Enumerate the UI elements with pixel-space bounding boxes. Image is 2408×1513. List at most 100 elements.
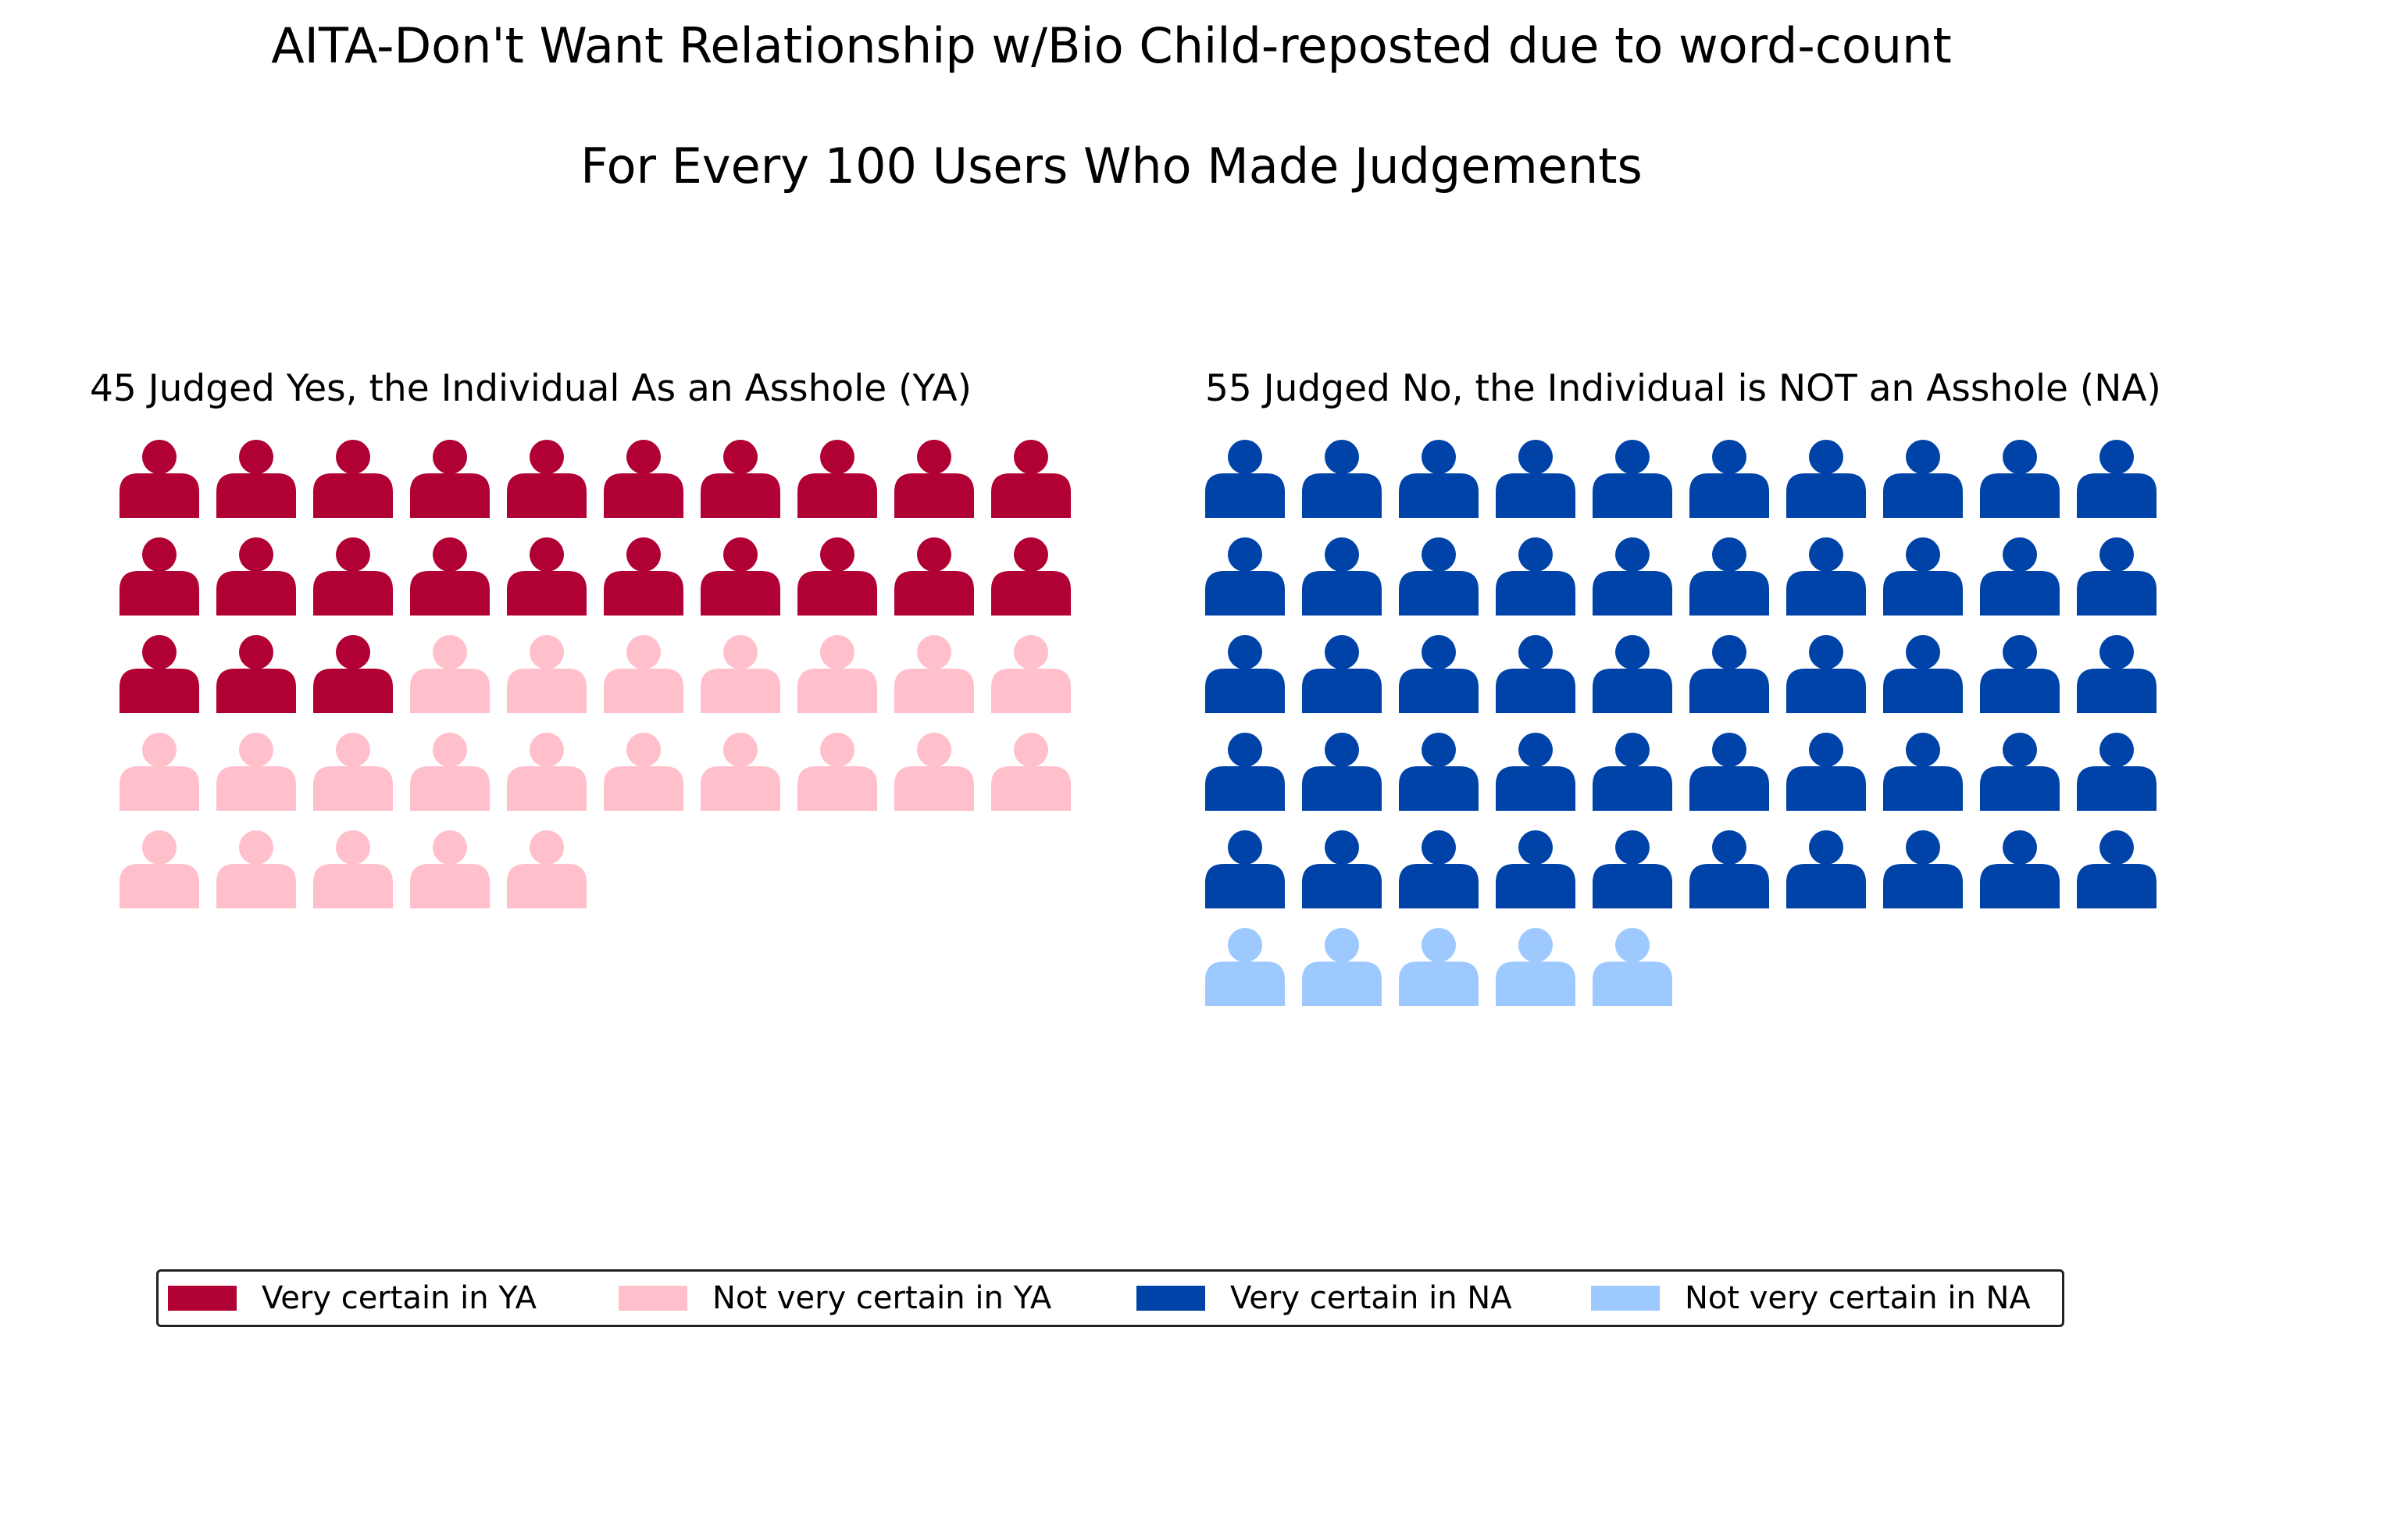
person-icon-head <box>433 830 467 865</box>
person-icon-head <box>433 733 467 767</box>
person-icon-head <box>2003 440 2037 474</box>
person-icon-very-certain-in-na <box>1399 733 1479 811</box>
person-icon-body <box>991 473 1071 518</box>
person-icon-body <box>991 766 1071 811</box>
person-icon-very-certain-in-ya <box>313 635 393 713</box>
person-icon-body <box>1786 571 1866 616</box>
person-icon-head <box>1422 537 1456 572</box>
person-icon-body <box>507 766 587 811</box>
person-icon-head <box>1712 440 1746 474</box>
person-icon-body <box>313 669 393 713</box>
person-icon-not-very-certain-in-ya <box>313 733 393 811</box>
person-icon-body <box>1980 473 2060 518</box>
person-icon-body <box>1980 571 2060 616</box>
person-icon-head <box>530 635 564 669</box>
person-icon-body <box>1399 473 1479 518</box>
person-icon-not-very-certain-in-ya <box>991 635 1071 713</box>
person-icon-body <box>313 473 393 518</box>
person-icon-body <box>1496 571 1575 616</box>
person-icon-body <box>1883 766 1963 811</box>
person-icon-body <box>1786 669 1866 713</box>
person-icon-body <box>410 571 490 616</box>
person-icon-not-very-certain-in-na <box>1593 928 1672 1006</box>
person-icon-very-certain-in-na <box>1883 830 1963 908</box>
person-icon-body <box>2077 864 2156 908</box>
person-icon-head <box>142 830 177 865</box>
person-icon-body <box>1593 473 1672 518</box>
person-icon-head <box>626 733 661 767</box>
person-icon-body <box>604 766 683 811</box>
person-icon-body <box>1883 864 1963 908</box>
person-icon-body <box>1205 864 1285 908</box>
person-icon-very-certain-in-na <box>1980 537 2060 616</box>
person-icon-very-certain-in-na <box>1399 830 1479 908</box>
person-icon-head <box>1518 830 1553 865</box>
person-icon-very-certain-in-na <box>1883 440 1963 518</box>
person-icon-head <box>723 635 758 669</box>
person-icon-body <box>1205 571 1285 616</box>
person-icon-head <box>1712 733 1746 767</box>
person-icon-body <box>2077 571 2156 616</box>
person-icon-body <box>1205 669 1285 713</box>
person-icon-head <box>1809 635 1843 669</box>
person-icon-body <box>1496 766 1575 811</box>
person-icon-body <box>2077 669 2156 713</box>
person-icon-body <box>1399 571 1479 616</box>
person-icon-body <box>1205 473 1285 518</box>
person-icon-very-certain-in-na <box>1205 635 1285 713</box>
person-icon-head <box>1325 537 1359 572</box>
person-icon-body <box>410 864 490 908</box>
person-icon-very-certain-in-ya <box>120 635 199 713</box>
person-icon-not-very-certain-in-ya <box>120 830 199 908</box>
person-icon-body <box>604 473 683 518</box>
chart-title: AITA-Don't Want Relationship w/Bio Child… <box>271 17 1952 74</box>
person-icon-head <box>530 440 564 474</box>
person-icon-body <box>507 669 587 713</box>
person-icon-head <box>336 440 370 474</box>
person-icon-not-very-certain-in-ya <box>507 635 587 713</box>
person-icon-head <box>1014 733 1048 767</box>
person-icon-head <box>820 733 854 767</box>
person-icon-body <box>1689 473 1769 518</box>
person-icon-very-certain-in-na <box>1786 635 1866 713</box>
person-icon-body <box>120 766 199 811</box>
person-icon-very-certain-in-na <box>1883 733 1963 811</box>
person-icon-body <box>313 766 393 811</box>
ya-panel-icons <box>120 440 1071 908</box>
person-icon-head <box>142 733 177 767</box>
person-icon-head <box>917 733 951 767</box>
person-icon-very-certain-in-ya <box>894 440 974 518</box>
person-icon-body <box>894 766 974 811</box>
person-icon-head <box>2099 440 2134 474</box>
person-icon-head <box>1518 928 1553 962</box>
person-icon-head <box>530 733 564 767</box>
person-icon-head <box>626 537 661 572</box>
person-icon-body <box>216 571 296 616</box>
person-icon-head <box>1809 733 1843 767</box>
person-icon-very-certain-in-ya <box>216 537 296 616</box>
person-icon-head <box>1518 537 1553 572</box>
person-icon-body <box>1689 571 1769 616</box>
legend-label: Not very certain in NA <box>1685 1280 2031 1316</box>
person-icon-body <box>1399 962 1479 1006</box>
person-icon-body <box>1593 669 1672 713</box>
person-icon-body <box>1980 864 2060 908</box>
person-icon-not-very-certain-in-ya <box>410 635 490 713</box>
person-icon-head <box>1518 635 1553 669</box>
person-icon-body <box>216 473 296 518</box>
person-icon-very-certain-in-ya <box>894 537 974 616</box>
person-icon-very-certain-in-ya <box>797 537 877 616</box>
person-icon-head <box>2099 830 2134 865</box>
person-icon-head <box>336 830 370 865</box>
person-icon-not-very-certain-in-na <box>1302 928 1382 1006</box>
person-icon-very-certain-in-na <box>1689 830 1769 908</box>
person-icon-body <box>1883 669 1963 713</box>
person-icon-head <box>142 635 177 669</box>
person-icon-very-certain-in-na <box>1980 830 2060 908</box>
person-icon-very-certain-in-na <box>1302 733 1382 811</box>
person-icon-very-certain-in-ya <box>991 537 1071 616</box>
person-icon-head <box>239 635 273 669</box>
person-icon-not-very-certain-in-ya <box>604 635 683 713</box>
person-icon-head <box>626 440 661 474</box>
